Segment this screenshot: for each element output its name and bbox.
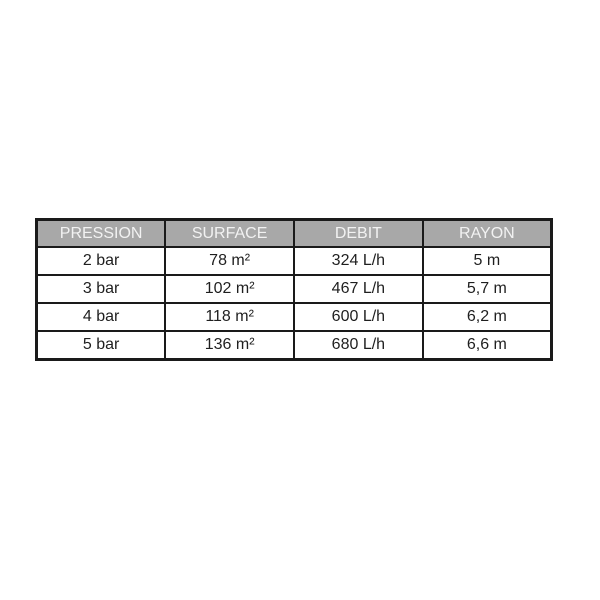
column-header: RAYON	[421, 218, 553, 248]
table-cell: 324 L/h	[293, 246, 424, 276]
table-cell: 5,7 m	[421, 274, 553, 304]
table-cell: 136 m²	[164, 330, 295, 361]
table-cell: 467 L/h	[293, 274, 424, 304]
column-header: PRESSION	[35, 218, 167, 248]
table-cell: 4 bar	[35, 302, 167, 332]
table-row: 2 bar 78 m² 324 L/h 5 m	[35, 246, 553, 276]
table-cell: 78 m²	[164, 246, 295, 276]
table-row: 3 bar 102 m² 467 L/h 5,7 m	[35, 274, 553, 304]
table-header-row: PRESSION SURFACE DEBIT RAYON	[35, 218, 553, 248]
table-cell: 118 m²	[164, 302, 295, 332]
table-cell: 600 L/h	[293, 302, 424, 332]
table-header: PRESSION SURFACE DEBIT RAYON	[35, 218, 553, 248]
pressure-spec-table: PRESSION SURFACE DEBIT RAYON 2 bar 78 m² 324 …	[35, 218, 553, 361]
table-cell: 2 bar	[35, 246, 167, 276]
table-cell: 5 m	[421, 246, 553, 276]
pressure-spec-table-container: PRESSION SURFACE DEBIT RAYON 2 bar 78 m² 324 …	[35, 218, 553, 361]
table-cell: 6,6 m	[421, 330, 553, 361]
table-row: 5 bar 136 m² 680 L/h 6,6 m	[35, 330, 553, 361]
table-cell: 5 bar	[35, 330, 167, 361]
column-header: SURFACE	[164, 218, 295, 248]
table-cell: 680 L/h	[293, 330, 424, 361]
column-header: DEBIT	[293, 218, 424, 248]
table-cell: 102 m²	[164, 274, 295, 304]
table-row: 4 bar 118 m² 600 L/h 6,2 m	[35, 302, 553, 332]
table-cell: 6,2 m	[421, 302, 553, 332]
table-cell: 3 bar	[35, 274, 167, 304]
